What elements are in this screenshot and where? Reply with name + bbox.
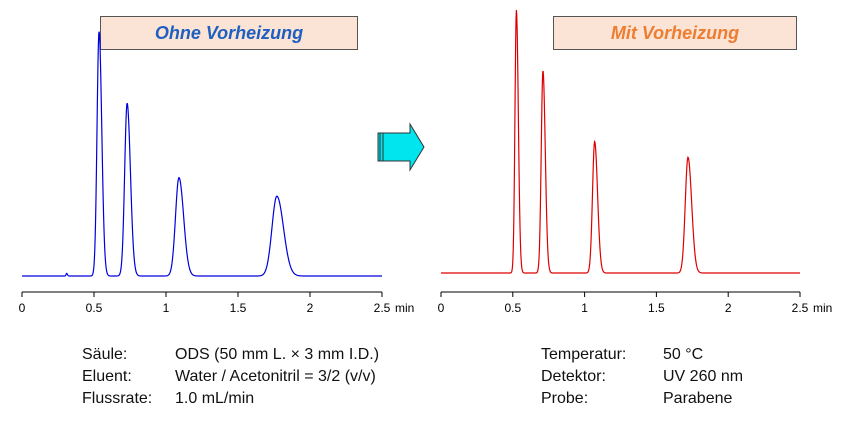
x-axis-unit-left: min (395, 301, 414, 315)
condition-row-right: Probe: Parabene (541, 388, 743, 410)
condition-row-left: Säule: ODS (50 mm L. × 3 mm I.D.) (82, 344, 379, 366)
condition-row-left: Eluent: Water / Acetonitril = 3/2 (v/v) (82, 366, 379, 388)
x-tick-label-left: 0 (19, 301, 26, 315)
x-tick-label-right: 1 (581, 301, 588, 315)
condition-label: Temperatur: (541, 346, 627, 363)
condition-value: 50 °C (663, 346, 704, 363)
condition-label: Detektor: (541, 368, 606, 385)
chart-title-left: Ohne Vorheizung (100, 16, 358, 50)
condition-value: ODS (50 mm L. × 3 mm I.D.) (175, 346, 380, 363)
condition-label: Probe: (541, 390, 589, 407)
x-tick-label-right: 0.5 (504, 301, 521, 315)
x-tick-label-right: 2.5 (792, 301, 809, 315)
condition-row-right: Temperatur: 50 °C (541, 344, 743, 366)
x-tick-label-right: 0 (438, 301, 445, 315)
x-tick-label-left: 2 (307, 301, 314, 315)
condition-value: UV 260 nm (663, 368, 744, 385)
chart-title-right: Mit Vorheizung (553, 16, 797, 50)
condition-label: Eluent: (82, 368, 132, 385)
x-axis-unit-right: min (813, 301, 832, 315)
x-tick-label-left: 1.5 (230, 301, 247, 315)
chromatogram-trace-right (441, 9, 800, 274)
conditions-left: Säule: ODS (50 mm L. × 3 mm I.D.) Eluent: W… (82, 344, 379, 410)
x-tick-label-left: 0.5 (86, 301, 103, 315)
condition-value: Water / Acetonitril = 3/2 (v/v) (175, 368, 376, 385)
x-tick-label-right: 1.5 (648, 301, 665, 315)
x-tick-label-left: 2.5 (374, 301, 391, 315)
conditions-right: Temperatur: 50 °C Detektor: UV 260 nm Probe:… (541, 344, 743, 410)
condition-label: Säule: (82, 346, 128, 363)
x-tick-label-left: 1 (163, 301, 170, 315)
arrow-right-icon (377, 122, 425, 172)
condition-value: Parabene (663, 390, 733, 407)
condition-row-left: Flussrate: 1.0 mL/min (82, 388, 379, 410)
condition-value: 1.0 mL/min (175, 390, 255, 407)
condition-row-right: Detektor: UV 260 nm (541, 366, 743, 388)
x-tick-label-right: 2 (725, 301, 732, 315)
chromatogram-trace-left (22, 31, 382, 277)
condition-label: Flussrate: (82, 390, 153, 407)
